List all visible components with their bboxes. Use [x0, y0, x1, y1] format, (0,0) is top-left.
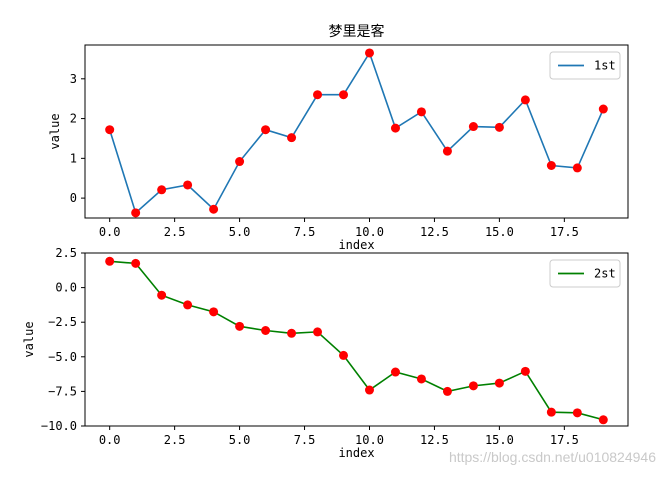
data-point [105, 256, 115, 266]
data-point [442, 386, 452, 396]
data-point [183, 180, 193, 190]
data-point [261, 326, 271, 336]
data-point [494, 378, 504, 388]
y-tick-label: 0 [70, 191, 77, 205]
axes-frame [84, 44, 629, 219]
x-tick-label: 12.5 [420, 433, 449, 447]
data-point [235, 321, 245, 331]
data-point [364, 48, 374, 58]
y-tick-label: −10.0 [41, 419, 77, 433]
x-tick-label: 7.5 [294, 433, 316, 447]
series-line-2st [109, 260, 604, 421]
data-point [520, 95, 530, 105]
x-tick-label: 10.0 [355, 433, 384, 447]
x-axis-label: index [338, 446, 374, 460]
data-point [157, 185, 167, 195]
legend-label: 2st [594, 267, 616, 281]
y-tick-label: −5.0 [48, 350, 77, 364]
data-point [598, 104, 608, 114]
y-axis-label: value [22, 321, 36, 357]
y-axis-label: value [48, 113, 62, 149]
data-point [313, 90, 323, 100]
data-point [339, 90, 349, 100]
legend-box [549, 259, 621, 288]
data-point [416, 107, 426, 117]
data-point [339, 350, 349, 360]
y-tick-label: 0.0 [55, 281, 77, 295]
data-point [235, 157, 245, 167]
x-axis-label: index [338, 238, 374, 252]
data-point [546, 407, 556, 417]
series-line-1st [108, 51, 605, 215]
data-point [520, 366, 530, 376]
data-point [390, 367, 400, 377]
data-point [183, 300, 193, 310]
y-tick-label: 3 [70, 72, 77, 86]
data-point [131, 258, 141, 268]
data-point [209, 307, 219, 317]
y-tick-label: 2 [70, 112, 77, 126]
data-point [468, 122, 478, 132]
legend-label: 1st [594, 59, 616, 73]
data-point [209, 204, 219, 214]
data-point [105, 125, 115, 135]
axes-frame [84, 252, 629, 427]
data-point [572, 408, 582, 418]
data-point [468, 381, 478, 391]
x-tick-label: 12.5 [420, 225, 449, 239]
data-point [157, 290, 167, 300]
legend-box [549, 51, 621, 80]
data-point [261, 125, 271, 135]
chart-title: 梦里是客 [329, 23, 385, 40]
data-point [546, 161, 556, 171]
data-point [287, 328, 297, 338]
x-tick-label: 15.0 [485, 225, 514, 239]
data-point [442, 146, 452, 156]
bottom-subplot: 0.0 2.5 5.0 7.5 10.0 12.5 15.0 17.5 2.5 0.0 −2.5 −5… [22, 246, 629, 460]
x-tick-label: 2.5 [164, 433, 186, 447]
x-tick-label: 5.0 [229, 433, 251, 447]
x-tick-label: 5.0 [229, 225, 251, 239]
data-point [598, 415, 608, 425]
data-point [416, 374, 426, 384]
y-tick-label: −2.5 [48, 315, 77, 329]
data-point [390, 123, 400, 133]
watermark: https://blog.csdn.net/u010824946 [448, 449, 656, 465]
y-tick-label: 2.5 [55, 246, 77, 260]
x-tick-label: 7.5 [294, 225, 316, 239]
data-point [494, 122, 504, 132]
x-tick-label: 10.0 [355, 225, 384, 239]
data-point [131, 208, 141, 218]
y-tick-label: 1 [70, 151, 77, 165]
x-tick-label: 0.0 [99, 433, 121, 447]
x-tick-label: 2.5 [164, 225, 186, 239]
top-subplot: 0.0 2.5 5.0 7.5 10.0 12.5 15.0 17.5 0 1 2 3 梦里是客 inde… [48, 23, 629, 252]
x-tick-label: 0.0 [99, 225, 121, 239]
data-point [364, 385, 374, 395]
x-tick-label: 17.5 [550, 225, 579, 239]
data-point [313, 327, 323, 337]
y-tick-label: −7.5 [48, 384, 77, 398]
data-point [572, 163, 582, 173]
x-tick-label: 17.5 [550, 433, 579, 447]
x-tick-label: 15.0 [485, 433, 514, 447]
data-point [287, 133, 297, 143]
